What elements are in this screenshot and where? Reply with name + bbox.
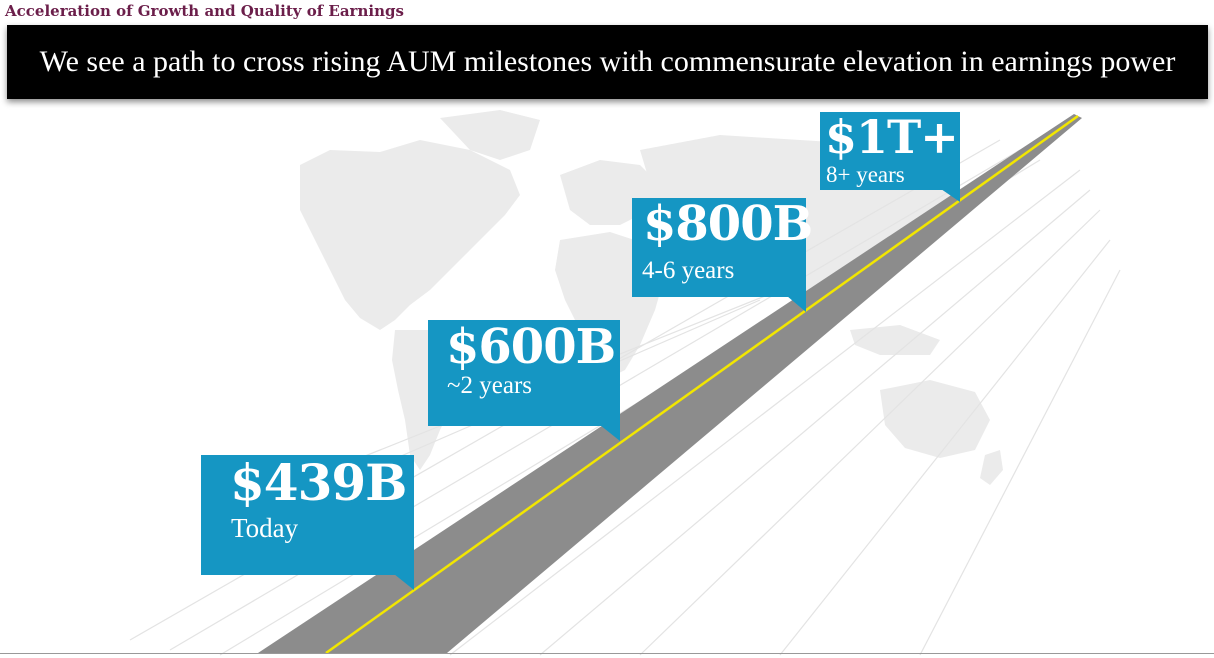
road-center-line — [325, 114, 1079, 655]
road — [258, 114, 1082, 653]
map-greenland — [440, 110, 540, 160]
section-title: Acceleration of Growth and Quality of Ea… — [5, 2, 404, 20]
map-indonesia — [850, 325, 940, 355]
milestone-label: ~2 years — [447, 372, 533, 399]
headline-text: We see a path to cross rising AUM milest… — [39, 45, 1176, 78]
map-new-zealand — [980, 450, 1003, 485]
milestone-value: $800B — [643, 196, 813, 252]
milestone-value: $600B — [446, 319, 616, 375]
milestone-label: 4-6 years — [642, 257, 735, 284]
milestone-label: Today — [231, 513, 299, 543]
map-north-america — [300, 140, 520, 330]
milestone-value: $439B — [230, 453, 407, 512]
milestone-value: $1T+ — [825, 110, 959, 164]
headline-banner: We see a path to cross rising AUM milest… — [7, 25, 1208, 99]
map-australia — [880, 380, 990, 458]
milestone-label: 8+ years — [826, 162, 905, 187]
footer-divider — [0, 653, 1214, 654]
